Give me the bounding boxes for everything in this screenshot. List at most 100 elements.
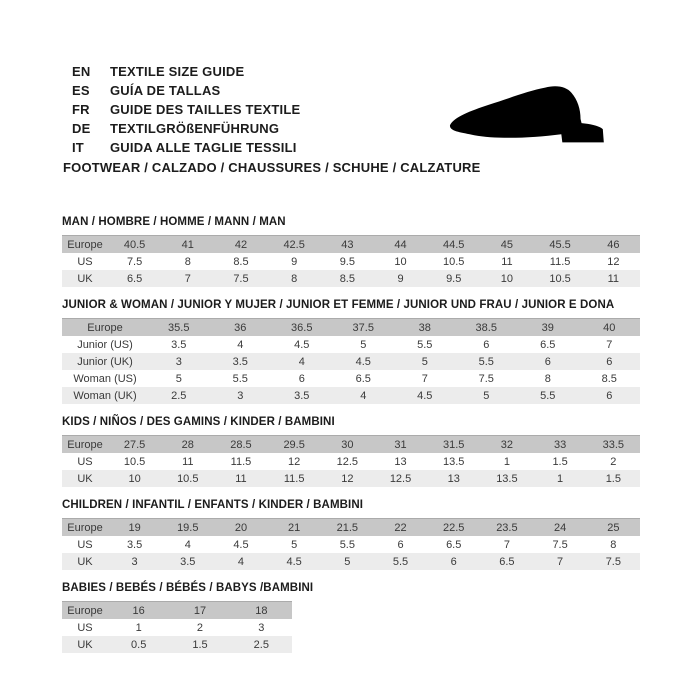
row-label: US [77, 538, 93, 551]
language-label: GUÍA DE TALLAS [110, 83, 221, 98]
table-row: Europe 35.5 36 36.5 37.5 38 38.5 39 40 [62, 318, 640, 336]
size-cell: 24 [553, 521, 567, 534]
language-code: EN [72, 64, 91, 79]
size-table-section: KIDS / NIÑOS / DES GAMINS / KINDER / BAM… [62, 416, 640, 487]
size-cell: 3 [237, 389, 244, 402]
row-label: US [77, 255, 93, 268]
size-cell: 13.5 [443, 455, 465, 468]
size-cell: 4 [360, 389, 367, 402]
size-cell: 6 [483, 338, 490, 351]
size-cell: 6.5 [540, 338, 556, 351]
size-table-section: MAN / HOMBRE / HOMME / MANN / MAN Europe 4… [62, 216, 640, 287]
size-cell: 6 [606, 389, 613, 402]
table-row: Europe 40.5 41 42 42.5 43 44 44.5 45 45.5 46 [62, 235, 640, 253]
size-cell: 5.5 [478, 355, 494, 368]
size-cell: 12 [341, 472, 354, 485]
size-cell: 3.5 [126, 538, 143, 551]
size-cell: 32 [500, 438, 514, 451]
language-row-en: EN TEXTILE SIZE GUIDE [72, 62, 300, 81]
language-code: DE [72, 121, 91, 136]
size-cell: 17 [193, 604, 207, 617]
size-table: Europe 27.5 28 28.5 29.5 30 31 31.5 32 33 33.5 US 10… [62, 435, 640, 487]
table-row: UK 6.5 7 7.5 8 8.5 9 9.5 10 10.5 11 [62, 270, 640, 287]
size-cell: 3.5 [294, 389, 310, 402]
row-label: UK [77, 638, 93, 651]
size-cell: 11.5 [230, 455, 252, 468]
size-cell: 3.5 [171, 338, 187, 351]
size-cell: 1 [135, 621, 142, 634]
table-row: Woman (US) 5 5.5 6 6.5 7 7.5 8 8.5 [62, 370, 640, 387]
size-cell: 18 [255, 604, 268, 617]
size-cell: 38.5 [475, 321, 497, 334]
size-cell: 10.5 [123, 455, 146, 468]
size-cell: 42 [234, 238, 248, 251]
size-cell: 1.5 [552, 455, 568, 468]
size-table-section: JUNIOR & WOMAN / JUNIOR Y MUJER / JUNIOR… [62, 299, 640, 404]
row-label: UK [77, 272, 93, 285]
size-cell: 5.5 [339, 538, 355, 551]
size-cell: 12.5 [389, 472, 412, 485]
size-tables: MAN / HOMBRE / HOMME / MANN / MAN Europe 4… [62, 216, 640, 665]
language-code: ES [72, 83, 90, 98]
size-cell: 7 [557, 555, 564, 568]
size-cell: 7.5 [126, 255, 143, 268]
size-cell: 6 [397, 538, 404, 551]
size-cell: 41 [181, 238, 194, 251]
size-cell: 7.5 [478, 372, 494, 385]
size-cell: 33.5 [602, 438, 625, 451]
size-cell: 4.5 [355, 355, 371, 368]
size-cell: 22 [394, 521, 407, 534]
size-cell: 40 [603, 321, 616, 334]
size-cell: 43 [341, 238, 354, 251]
size-cell: 3.5 [232, 355, 248, 368]
size-cell: 3.5 [180, 555, 196, 568]
size-cell: 4.5 [417, 389, 433, 402]
size-cell: 36.5 [291, 321, 313, 334]
size-cell: 28 [181, 438, 194, 451]
size-cell: 4.5 [233, 538, 249, 551]
table-row: Europe 19 19.5 20 21 21.5 22 22.5 23.5 24 25 [62, 518, 640, 536]
table-title: CHILDREN / INFANTIL / ENFANTS / KINDER /… [62, 499, 364, 511]
language-label: GUIDA ALLE TAGLIE TESSILI [110, 140, 297, 155]
size-cell: 30 [341, 438, 354, 451]
table-row: Europe 27.5 28 28.5 29.5 30 31 31.5 32 33 33.5 [62, 435, 640, 453]
size-cell: 11 [607, 272, 620, 285]
size-cell: 11 [182, 455, 194, 468]
size-cell: 10.5 [177, 472, 199, 485]
language-row-fr: FR GUIDE DES TAILLES TEXTILE [72, 100, 300, 119]
size-cell: 8 [184, 255, 191, 268]
size-cell: 6.5 [355, 372, 371, 385]
size-cell: 9 [291, 255, 298, 268]
size-cell: 19 [128, 521, 141, 534]
size-cell: 5 [483, 389, 490, 402]
size-cell: 9.5 [446, 272, 462, 285]
language-list: EN TEXTILE SIZE GUIDE ES GUÍA DE TALLAS … [72, 62, 300, 157]
size-cell: 7 [421, 372, 428, 385]
size-cell: 6 [298, 372, 305, 385]
table-row: Woman (UK) 2.5 3 3.5 4 4.5 5 5.5 6 [62, 387, 640, 404]
size-cell: 8 [544, 372, 551, 385]
size-cell: 1.5 [192, 638, 208, 651]
table-title: KIDS / NIÑOS / DES GAMINS / KINDER / BAM… [62, 416, 335, 428]
size-cell: 6 [450, 555, 457, 568]
size-cell: 42.5 [283, 238, 305, 251]
size-cell: 4 [237, 338, 244, 351]
size-cell: 35.5 [168, 321, 190, 334]
language-row-it: IT GUIDA ALLE TAGLIE TESSILI [72, 138, 300, 157]
size-cell: 23.5 [496, 521, 518, 534]
size-cell: 5 [421, 355, 428, 368]
size-table-section: BABIES / BEBÉS / BÉBÉS / BABYS /BAMBINI E… [62, 582, 640, 653]
size-table: Europe 19 19.5 20 21 21.5 22 22.5 23.5 24 25 US 3.5 4… [62, 518, 640, 570]
size-cell: 10 [128, 472, 141, 485]
size-cell: 11 [501, 255, 513, 268]
size-cell: 25 [607, 521, 620, 534]
size-cell: 2 [610, 455, 617, 468]
size-cell: 39 [541, 321, 554, 334]
size-cell: 10.5 [443, 255, 465, 268]
size-cell: 4 [184, 538, 191, 551]
table-row: Junior (US) 3.5 4 4.5 5 5.5 6 6.5 7 [62, 336, 640, 353]
table-row: US 10.5 11 11.5 12 12.5 13 13.5 1 1.5 2 [62, 453, 640, 470]
row-label: UK [77, 555, 93, 568]
size-cell: 10 [500, 272, 514, 285]
